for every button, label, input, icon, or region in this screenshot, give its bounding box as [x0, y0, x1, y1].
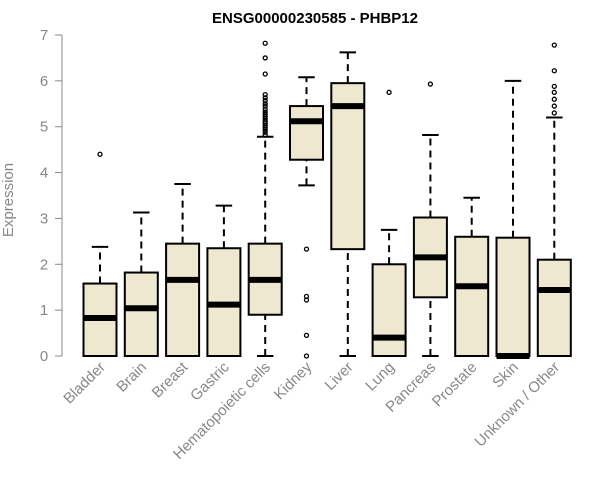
x-tick-label: Breast — [149, 358, 192, 401]
y-tick-label: 6 — [40, 73, 48, 90]
outlier-point — [551, 83, 557, 90]
y-tick-label: 7 — [40, 27, 48, 44]
box-unknown-other — [536, 42, 572, 358]
outlier-point — [262, 106, 268, 112]
outlier-point — [551, 96, 557, 102]
x-tick-label: Lung — [362, 359, 398, 395]
y-tick-label: 5 — [40, 119, 48, 136]
iqr-box — [289, 105, 324, 161]
boxes-group — [82, 40, 572, 359]
outlier-point — [303, 246, 310, 252]
box-liver — [330, 51, 366, 357]
iqr-box — [495, 236, 531, 357]
outlier-point — [303, 297, 310, 303]
box-brain — [123, 211, 159, 358]
y-axis-label: Expression — [0, 163, 17, 237]
y-tick-label: 3 — [40, 210, 48, 227]
outlier-point — [303, 353, 310, 359]
outlier-point — [551, 68, 557, 74]
box-lung — [371, 89, 407, 357]
outlier-point — [262, 40, 268, 46]
outlier-point — [262, 71, 268, 77]
x-tick-label: Brain — [113, 359, 150, 396]
box-hematopoietic-cells — [247, 40, 283, 357]
outlier-point — [303, 332, 310, 339]
iqr-box — [536, 258, 572, 358]
box-breast — [165, 183, 201, 357]
y-tick-label: 0 — [40, 348, 48, 365]
outlier-point — [97, 151, 103, 157]
outlier-point — [427, 81, 434, 87]
outlier-point — [551, 89, 557, 95]
y-tick-label: 2 — [40, 256, 48, 273]
outlier-point — [262, 91, 268, 98]
iqr-box — [371, 263, 407, 357]
x-tick-label: Kidney — [271, 358, 316, 403]
outlier-point — [262, 101, 268, 107]
y-tick-label: 4 — [40, 165, 48, 182]
box-prostate — [454, 196, 490, 357]
box-gastric — [206, 204, 242, 357]
outlier-point — [262, 109, 268, 115]
iqr-box — [165, 242, 201, 357]
outlier-point — [551, 42, 557, 48]
outlier-point — [262, 97, 268, 104]
outlier-point — [551, 110, 557, 116]
outlier-point — [262, 95, 268, 101]
y-axis: 0 1 2 3 4 5 6 7 — [40, 27, 63, 365]
iqr-box — [123, 271, 159, 358]
box-kidney — [289, 76, 324, 359]
outlier-point — [551, 103, 557, 109]
y-tick-label: 1 — [40, 302, 48, 319]
outlier-point — [262, 132, 268, 138]
outlier-point — [262, 55, 268, 61]
outlier-point — [386, 89, 392, 95]
box-skin — [495, 79, 531, 359]
outlier-point — [262, 103, 268, 109]
x-tick-label: Bladder — [60, 359, 109, 408]
x-tick-label: Prostate — [429, 359, 481, 411]
x-tick-label: Skin — [489, 359, 522, 392]
iqr-box — [330, 82, 366, 251]
box-pancreas — [412, 81, 448, 357]
outlier-point — [262, 111, 268, 117]
chart-title: ENSG00000230585 - PHBP12 — [212, 10, 418, 27]
x-tick-label: Liver — [322, 359, 357, 394]
iqr-box — [454, 235, 490, 357]
box-bladder — [82, 151, 118, 357]
